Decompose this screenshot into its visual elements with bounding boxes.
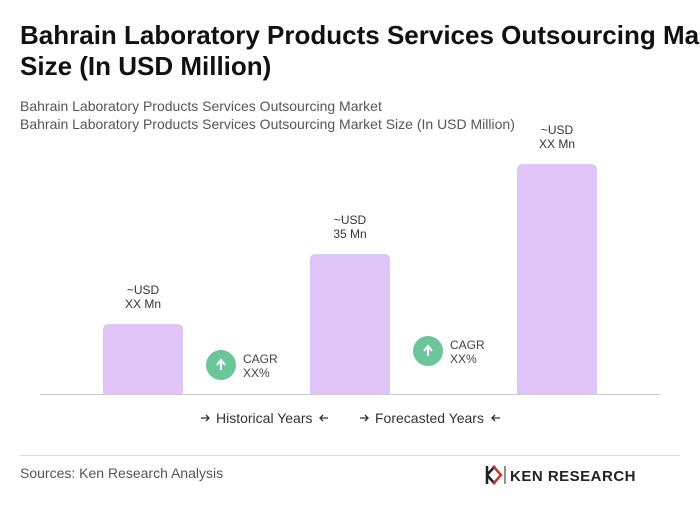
arrow-icon [360, 414, 369, 422]
brand: KEN RESEARCH [510, 468, 636, 485]
chart-subtitle: Bahrain Laboratory Products Services Out… [20, 98, 382, 114]
bar [310, 254, 390, 394]
chart-title: Bahrain Laboratory Products Services Out… [20, 20, 700, 81]
logo: KEN RESEARCH [485, 465, 636, 485]
cagr-arrow [216, 358, 226, 370]
chart-subtitle: Bahrain Laboratory Products Services Out… [20, 116, 515, 132]
period-label: Forecasted Years [375, 410, 484, 426]
period-label: Historical Years [216, 410, 313, 426]
cagr-arrow [423, 344, 433, 356]
value-label: ~USD 35 Mn [333, 213, 366, 241]
arrow-icon [491, 414, 500, 422]
bar [103, 324, 183, 394]
value-label: ~USD XX Mn [539, 123, 575, 151]
arrow-icon [319, 414, 328, 422]
cagr-label: CAGR XX% [243, 352, 278, 380]
arrow-icon [201, 414, 210, 422]
bar [517, 164, 597, 394]
source: Sources: Ken Research Analysis [20, 465, 223, 481]
cagr-label: CAGR XX% [450, 338, 485, 366]
value-label: ~USD XX Mn [125, 283, 161, 311]
